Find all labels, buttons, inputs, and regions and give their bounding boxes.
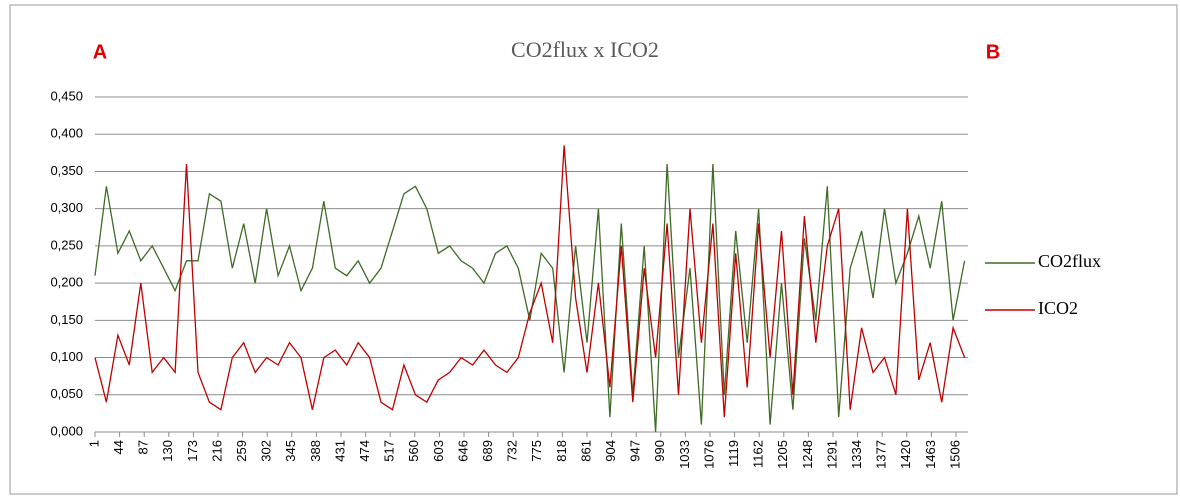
y-tick-label: 0,250 [50,237,83,252]
x-tick-label: 345 [283,440,298,462]
x-tick-label: 818 [554,440,569,462]
line-series [94,145,966,418]
legend-label: CO2flux [1038,251,1101,271]
x-tick-label: 1291 [824,440,839,469]
x-tick-label: 1119 [726,440,741,467]
x-tick-label: 87 [136,440,151,454]
x-tick-label: 646 [455,440,470,462]
x-tick-label: 1076 [701,440,716,469]
annotation: A [93,41,107,63]
y-tick-label: 0,300 [50,200,83,215]
x-tick-label: 474 [357,440,372,462]
y-tick-label: 0,400 [50,126,83,141]
y-tick-label: 0,000 [50,423,83,438]
x-tick-label: 1205 [775,440,790,469]
x-tick-label: 560 [406,440,421,462]
y-tick-label: 0,350 [50,163,83,178]
y-tick-label: 0,450 [50,88,83,103]
x-tick-label: 216 [209,440,224,462]
legend-label: ICO2 [1038,298,1078,318]
x-tick-label: 259 [234,440,249,462]
x-tick-label: 130 [160,440,175,462]
x-tick-label: 1334 [849,440,864,469]
x-tick-label: 173 [185,440,200,462]
x-tick-label: 1463 [923,440,938,469]
x-tick-label: 689 [480,440,495,462]
x-tick-label: 775 [529,440,544,462]
y-tick-label: 0,200 [50,275,83,290]
annotation: B [986,41,1000,63]
x-tick-label: 1420 [898,440,913,469]
x-tick-label: 603 [431,440,446,462]
chart-title: CO2flux x ICO2 [511,37,659,62]
y-tick-label: 0,150 [50,312,83,327]
x-tick-label: 990 [652,440,667,462]
y-tick-label: 0,050 [50,386,83,401]
line-series [94,163,966,433]
x-tick-label: 904 [603,440,618,462]
x-tick-label: 1033 [677,440,692,469]
x-tick-label: 1506 [947,440,962,469]
x-tick-label: 302 [259,440,274,462]
x-tick-label: 947 [628,440,643,462]
x-tick-label: 1248 [800,440,815,469]
x-tick-label: 1162 [751,440,766,468]
x-tick-label: 861 [578,440,593,462]
x-tick-label: 1377 [874,440,889,469]
x-tick-label: 388 [308,440,323,462]
y-tick-label: 0,100 [50,349,83,364]
x-tick-label: 732 [505,440,520,462]
x-tick-label: 1 [86,440,101,447]
x-tick-label: 44 [111,440,126,454]
chart-frame [9,4,1178,495]
x-tick-label: 431 [332,440,347,462]
x-tick-label: 517 [382,440,397,462]
